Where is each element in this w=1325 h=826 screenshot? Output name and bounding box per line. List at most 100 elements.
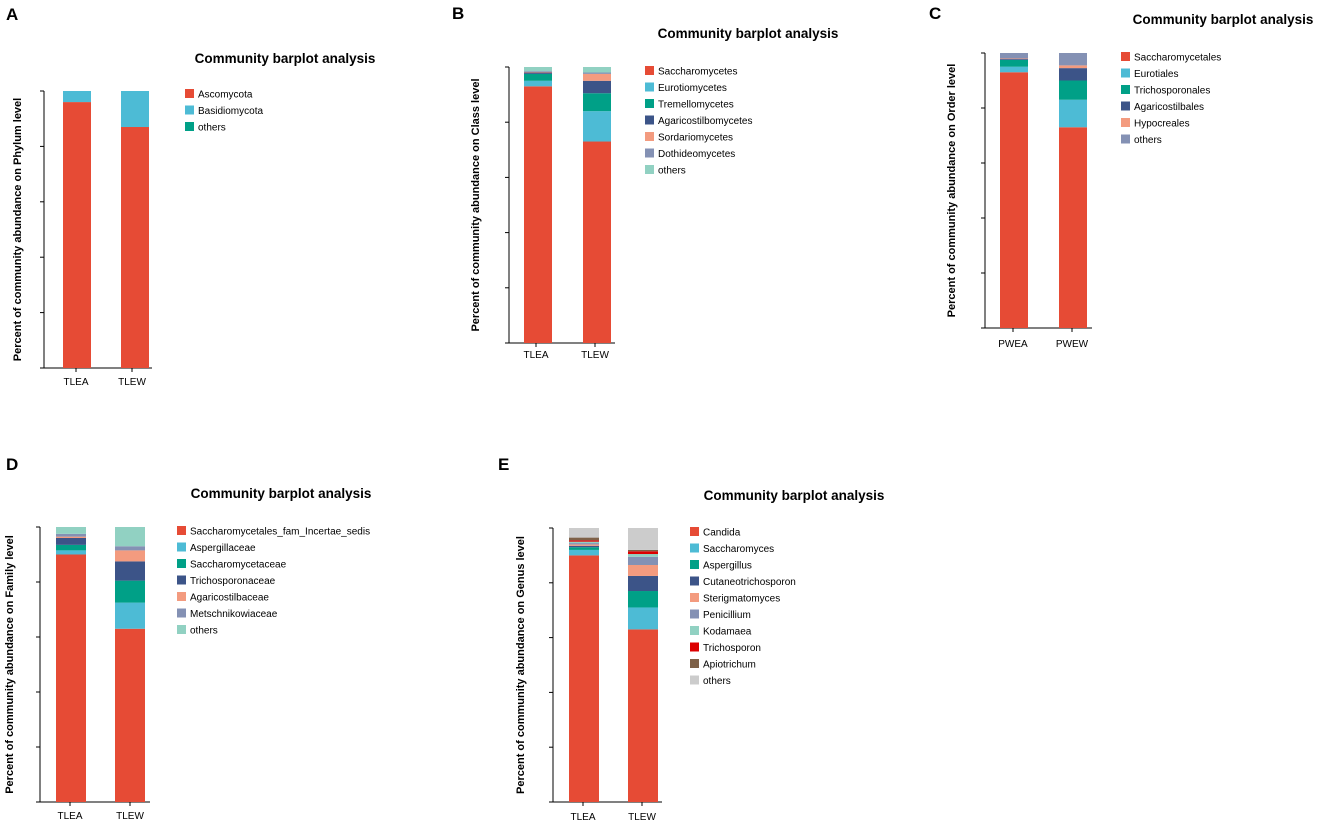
bar-segment-tlew-kodamaea	[628, 554, 658, 557]
bar-segment-tlew-others	[583, 67, 611, 73]
bar-segment-tlea-agaricostilbaceae	[56, 536, 86, 538]
legend-label: Cutaneotrichosporon	[703, 577, 796, 588]
panel-label: E	[498, 455, 509, 474]
legend-swatch	[1121, 101, 1130, 111]
bar-segment-tlew-aspergillaceae	[115, 602, 145, 629]
legend-swatch	[1121, 52, 1130, 61]
legend-label: Dothideomycetes	[658, 149, 735, 160]
legend-label: Agaricostilbaceae	[190, 593, 269, 604]
legend-label: Saccharomycetes	[658, 67, 737, 78]
bar-segment-tlea-saccharomycetaceae	[56, 544, 86, 551]
legend-swatch	[177, 625, 186, 634]
legend-label: Trichosporonales	[1134, 86, 1210, 97]
bar-segment-tlea-ascomycota	[63, 102, 91, 368]
y-axis-label: Percent of community abundance on Order …	[946, 64, 958, 318]
legend-swatch	[1121, 134, 1130, 144]
legend-swatch	[645, 115, 654, 125]
chart-title: Community barplot analysis	[195, 51, 376, 66]
bar-segment-pwew-trichosporonales	[1059, 80, 1087, 100]
bar-segment-tlew-sterigmatomyces	[628, 564, 658, 576]
panel-label: B	[452, 4, 464, 23]
legend-label: Sterigmatomyces	[703, 594, 780, 605]
legend-label: Saccharomycetaceae	[190, 560, 287, 571]
bar-segment-tlea-saccharomyces	[569, 549, 599, 556]
legend-label: Aspergillus	[703, 561, 752, 572]
chart-panel-c: C Community barplot analysis Percent of co…	[929, 4, 1313, 350]
bar-segment-tlea-metschnikowiaceae	[56, 533, 86, 537]
panel-label: A	[6, 5, 18, 24]
chart-title: Community barplot analysis	[658, 26, 839, 41]
legend-label: Tremellomycetes	[658, 100, 734, 111]
bar-segment-tlew-apiotrichum	[628, 549, 658, 552]
bar-segment-pwea-eurotiales	[1000, 66, 1028, 73]
bar-segment-tlew-trichosporonaceae	[115, 561, 145, 581]
y-axis-label: Percent of community abundance on Class …	[470, 78, 482, 331]
legend-label: Eurotiomycetes	[658, 83, 727, 94]
bar-segment-tlea-apiotrichum	[569, 537, 599, 541]
legend-swatch	[645, 132, 654, 141]
legend-swatch	[177, 592, 186, 601]
bar-segment-tlew-metschnikowiaceae	[115, 546, 145, 551]
bar-segment-tlea-sordariomycetes	[524, 71, 552, 73]
legend-label: Basidiomycota	[198, 106, 263, 117]
legend-swatch	[645, 66, 654, 75]
legend-swatch	[1121, 85, 1130, 94]
chart-panel-b: B Community barplot analysis Percent of co…	[452, 4, 838, 361]
bar-segment-pwew-hypocreales	[1059, 65, 1087, 69]
legend-swatch	[185, 122, 194, 131]
legend-swatch	[690, 560, 699, 569]
bar-segment-pwew-agaricostilbales	[1059, 68, 1087, 81]
x-tick-label: TLEA	[63, 377, 88, 388]
bar-segment-tlea-aspergillus	[569, 547, 599, 550]
bar-segment-tlea-eurotiomycetes	[524, 80, 552, 87]
legend-swatch	[690, 543, 699, 553]
bar-segment-tlew-dothideomycetes	[583, 72, 611, 74]
bar-segment-tlew-saccharomycetaceae	[115, 580, 145, 603]
bar-segment-tlew-agaricostilbaceae	[115, 550, 145, 562]
legend-label: Eurotiales	[1134, 69, 1178, 80]
legend-swatch	[1121, 68, 1130, 78]
bar-segment-tlew-cutaneotrichosporon	[628, 575, 658, 592]
x-tick-label: TLEA	[57, 811, 82, 822]
legend-label: others	[658, 166, 686, 177]
bar-segment-tlea-agaricostilbomycetes	[524, 72, 552, 74]
bar-segment-tlew-saccharomycetales-fam-incertae-sedis	[115, 628, 145, 802]
bar-segment-tlew-tremellomycetes	[583, 93, 611, 112]
chart-panel-d: D Community barplot analysis Percent of co…	[4, 455, 371, 822]
bar-segment-tlea-others	[524, 67, 552, 72]
legend-label: Apiotrichum	[703, 660, 756, 671]
legend-swatch	[645, 165, 654, 174]
x-tick-label: TLEW	[118, 377, 146, 388]
legend-label: Agaricostilbales	[1134, 102, 1204, 113]
legend-label: Penicillium	[703, 610, 751, 621]
legend-label: Trichosporonaceae	[190, 576, 276, 587]
legend-swatch	[185, 89, 194, 98]
legend-label: Ascomycota	[198, 90, 253, 101]
panel-label: D	[6, 455, 18, 474]
bar-segment-tlew-others	[628, 528, 658, 550]
bar-segment-tlew-basidiomycota	[121, 91, 149, 128]
y-axis-label: Percent of community abundance on Phylum…	[12, 98, 24, 361]
bar-segment-tlea-saccharomycetales-fam-incertae-sedis	[56, 554, 86, 802]
legend-swatch	[690, 593, 699, 602]
y-axis-label: Percent of community abundance on Family…	[4, 535, 16, 794]
legend-swatch	[690, 576, 699, 586]
bar-segment-tlea-others	[569, 528, 599, 538]
x-tick-label: PWEW	[1056, 339, 1089, 350]
panel-label: C	[929, 4, 941, 23]
legend-swatch	[690, 675, 699, 685]
bar-segment-tlea-trichosporon	[569, 540, 599, 542]
legend-swatch	[690, 527, 699, 536]
legend-label: others	[1134, 135, 1162, 146]
legend-swatch	[690, 659, 699, 668]
x-tick-label: TLEW	[628, 812, 656, 823]
legend-label: Saccharomyces	[703, 544, 774, 555]
bar-segment-pwew-saccharomycetales	[1059, 127, 1087, 328]
chart-title: Community barplot analysis	[1133, 12, 1314, 27]
legend-swatch	[645, 148, 654, 158]
legend-label: Trichosporon	[703, 643, 761, 654]
bar-segment-pwea-others	[1000, 53, 1028, 59]
bar-segment-tlew-sordariomycetes	[583, 73, 611, 81]
bar-segment-tlew-saccharomyces	[628, 607, 658, 630]
